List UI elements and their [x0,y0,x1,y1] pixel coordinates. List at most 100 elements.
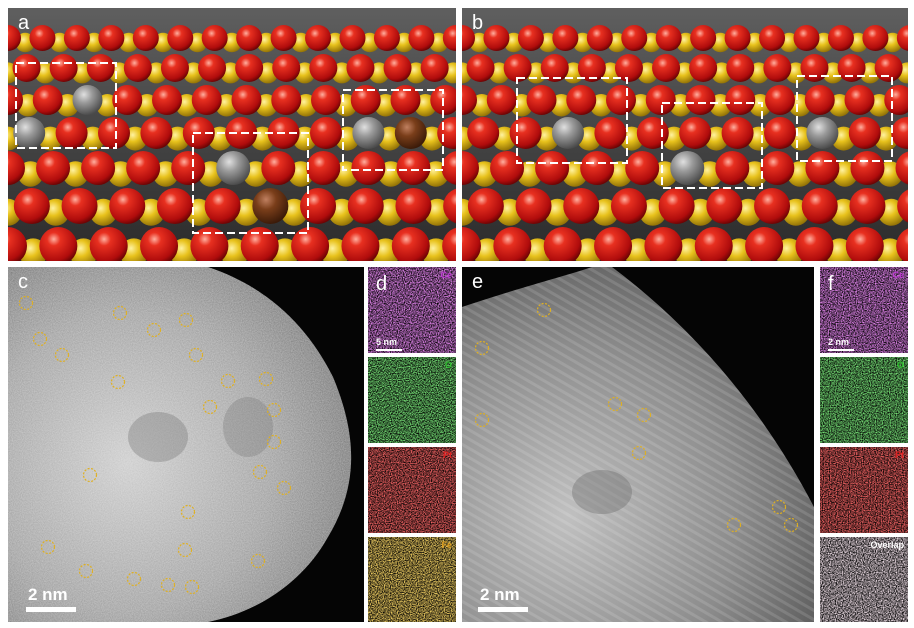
oxygen-atom [540,54,569,82]
oxygen-atom [804,85,835,115]
oxygen-atom [437,117,456,149]
oxygen-atom [98,117,130,149]
single-atom-marker [78,563,94,579]
single-atom-marker [180,504,196,520]
model-panel-a: a [8,8,456,261]
eds-map-o: O [820,357,908,443]
dashed-box [661,102,763,189]
eds-map-fe: Fe [368,537,456,622]
oxygen-atom [395,188,432,224]
eds-map-o: O [368,357,456,443]
oxygen-atom [383,54,412,82]
oxygen-atom [483,25,510,51]
oxygen-atom [235,54,264,82]
oxygen-atom [160,54,189,82]
oxygen-atom [594,117,627,149]
oxygen-atom [346,54,375,82]
dashed-box [192,132,309,234]
oxygen-atom [586,25,613,51]
oxygen-atom [503,54,532,82]
single-atom-marker [82,467,98,483]
single-atom-marker [631,445,647,461]
oxygen-atom [543,227,582,261]
oxygen-atom [204,188,241,224]
atomic-model-b [462,8,908,261]
single-atom-marker [54,347,70,363]
eds-map-overlap: Overlap [820,537,908,622]
single-atom-marker [536,302,552,318]
panel-label-d: d [376,273,388,295]
oxygen-atom [706,188,743,224]
oxygen-atom [493,227,532,261]
oxygen-atom [763,54,792,82]
single-atom-marker [18,295,34,311]
oxygen-atom [827,25,854,51]
oxygen-atom [12,54,41,82]
eds-map-signal [368,447,456,533]
oxygen-atom [201,25,228,51]
single-atom-marker [636,407,652,423]
oxygen-atom [715,151,750,185]
eds-map-label: O [444,360,452,370]
platinum-atom [72,85,103,115]
oxygen-atom [845,227,884,261]
oxygen-atom [190,227,229,261]
oxygen-atom [793,25,820,51]
eds-map-signal [820,537,908,622]
scale-bar-d [376,349,402,351]
oxygen-atom [310,117,342,149]
oxygen-atom [726,54,755,82]
platinum-atom [352,117,385,149]
oxygen-atom [466,54,495,82]
oxygen-atom [291,227,330,261]
oxygen-atom [837,54,866,82]
oxygen-atom [49,54,78,82]
oxygen-atom [652,54,681,82]
oxygen-atom [896,25,908,51]
single-atom-marker [250,553,266,569]
oxygen-atom [420,54,449,82]
scale-bar-f [828,349,854,351]
oxygen-atom [61,188,98,224]
oxygen-atom [621,25,648,51]
oxygen-atom [884,85,908,115]
oxygen-atom [236,25,263,51]
iron-atom [252,188,289,224]
platinum-atom [13,117,46,149]
oxygen-atom [156,188,193,224]
oxygen-atom [795,227,834,261]
oxygen-atom [849,188,886,224]
platinum-atom [670,151,705,185]
oxygen-atom [725,85,756,115]
oxygen-atom [721,117,754,149]
oxygen-atom [462,227,481,261]
oxygen-atom [467,117,500,149]
single-atom-marker [110,374,126,390]
oxygen-atom [509,117,542,149]
single-atom-marker [220,373,236,389]
oxygen-atom [132,25,159,51]
iron-atom [394,117,427,149]
oxygen-atom [305,25,332,51]
eds-map-signal [820,357,908,443]
oxygen-atom [850,151,885,185]
oxygen-atom [685,85,716,115]
single-atom-marker [607,396,623,412]
oxygen-atom [897,189,908,223]
stem-image-e: e 2 nm [462,267,814,622]
oxygen-atom [625,151,660,185]
oxygen-atom [391,227,430,261]
oxygen-atom [8,151,25,185]
oxygen-atom [896,228,908,261]
single-atom-marker [178,312,194,328]
eds-map-label: Overlap [870,540,904,550]
oxygen-atom [55,117,88,149]
oxygen-atom [535,151,570,185]
oxygen-atom [39,227,78,261]
oxygen-atom [462,151,479,185]
oxygen-atom [765,85,795,115]
dashed-box [796,75,893,162]
eds-map-label: Fe [441,540,452,550]
platinum-atom [216,151,251,185]
oxygen-atom [800,54,829,82]
